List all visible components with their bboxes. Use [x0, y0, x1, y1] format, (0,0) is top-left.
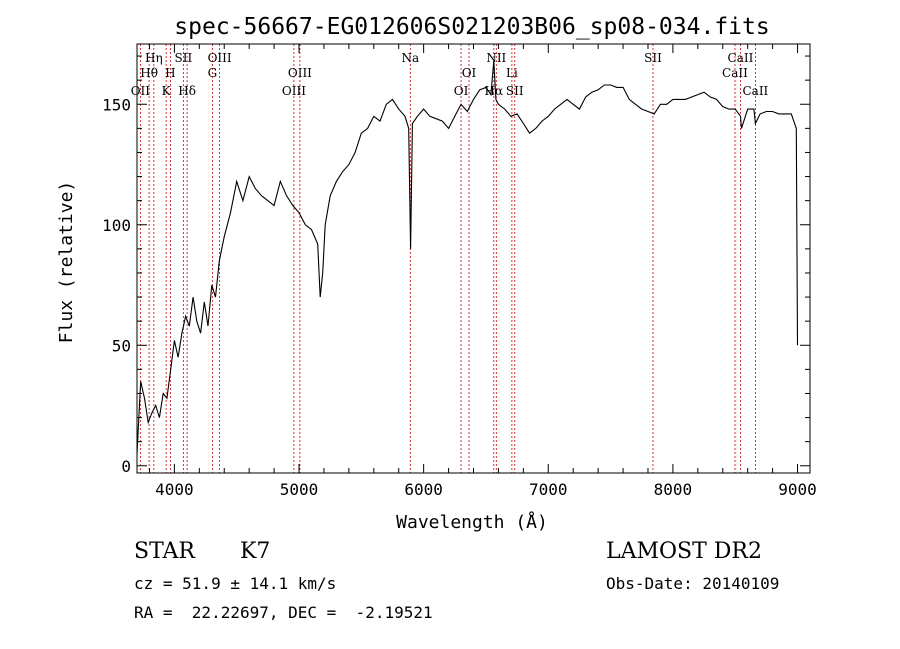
line-label-0: Hη [145, 51, 163, 65]
x-tick-label-5000: 5000 [280, 480, 319, 499]
y-tick-label-100: 100 [102, 216, 131, 235]
line-label-9: OIII [288, 66, 312, 80]
spectrum-series-line [136, 60, 799, 454]
object-type: STAR [134, 539, 195, 564]
object-subclass: K7 [240, 539, 271, 564]
line-label-10: OIII [282, 84, 306, 98]
line-label-2: OII [131, 84, 151, 98]
x-tick-label-8000: 8000 [654, 480, 693, 499]
line-label-18: SII [644, 51, 662, 65]
line-label-20: CaII [722, 66, 748, 80]
line-label-5: SII [175, 51, 193, 65]
line-label-17: SII [506, 84, 524, 98]
x-tick-label-4000: 4000 [155, 480, 194, 499]
line-label-12: OI [462, 66, 477, 80]
survey-name: LAMOST DR2 [606, 539, 762, 564]
line-label-7: OIII [208, 51, 232, 65]
y-tick-label-50: 50 [112, 336, 131, 355]
line-label-3: H [165, 66, 175, 80]
line-label-1: Hθ [140, 66, 158, 80]
chart-title: spec-56667-EG012606S021203B06_sp08-034.f… [174, 14, 769, 40]
line-label-15: Hα [485, 84, 504, 98]
coordinates: RA = 22.22697, DEC = -2.19521 [134, 603, 433, 622]
plot-frame [136, 43, 811, 474]
line-label-14: NII [486, 51, 506, 65]
y-tick-label-0: 0 [121, 457, 131, 476]
x-tick-label-7000: 7000 [529, 480, 568, 499]
line-label-13: OI [454, 84, 469, 98]
spectral-line-markers [139, 44, 756, 473]
line-label-8: G [208, 66, 218, 80]
line-label-19: CaII [728, 51, 754, 65]
y-tick-label-150: 150 [102, 95, 131, 114]
line-label-21: CaII [742, 84, 768, 98]
x-tick-label-9000: 9000 [778, 480, 817, 499]
y-axis-label: Flux (relative) [56, 181, 77, 344]
line-label-4: K [162, 84, 172, 98]
x-tick-label-6000: 6000 [404, 480, 443, 499]
redshift-velocity: cz = 51.9 ± 14.1 km/s [134, 574, 337, 593]
x-axis-label: Wavelength (Å) [396, 511, 548, 533]
axis-ticks: 4000 5000 6000 7000 8000 9000 0 50 100 150 [102, 44, 817, 499]
line-label-6: Hδ [178, 84, 196, 98]
line-label-11: Na [401, 51, 419, 65]
line-label-16: Li [506, 66, 518, 80]
observation-date: Obs-Date: 20140109 [606, 574, 780, 593]
